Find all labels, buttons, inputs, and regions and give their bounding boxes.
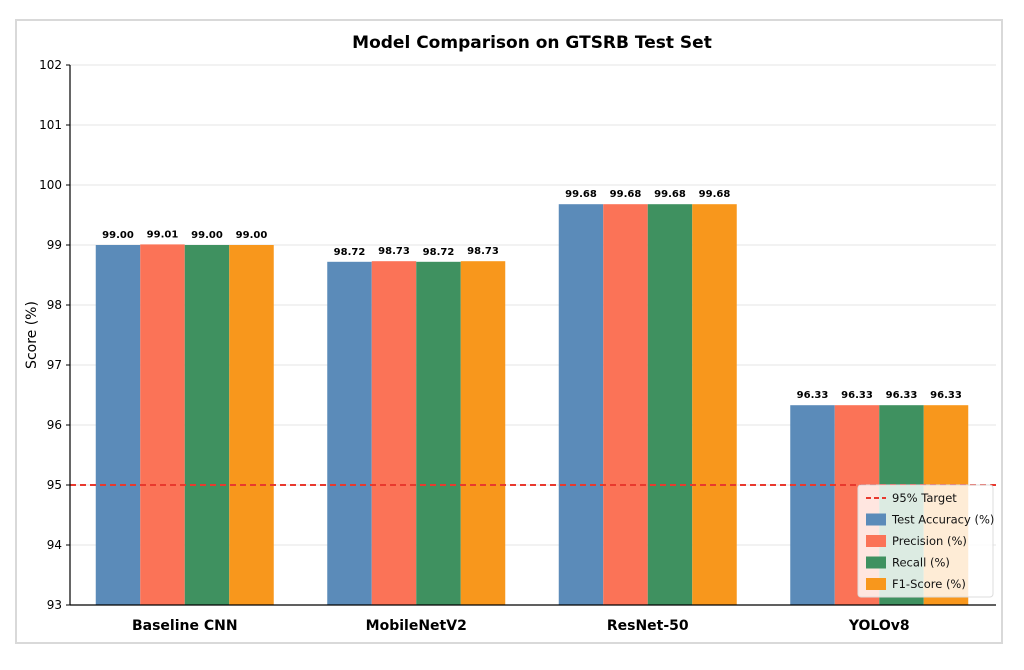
y-tick-label: 97 <box>47 358 62 372</box>
data-labels: 99.00 99.01 99.00 99.00 98.72 98.73 98.72 98.73… <box>102 189 962 401</box>
data-label: 98.72 <box>423 247 455 258</box>
bar <box>95 245 141 605</box>
bars <box>95 204 969 605</box>
y-tick-label: 94 <box>47 538 62 552</box>
data-label: 99.68 <box>699 189 731 200</box>
data-label: 98.73 <box>467 246 499 257</box>
data-label: 99.01 <box>147 229 179 240</box>
legend-label: Test Accuracy (%) <box>891 513 994 527</box>
data-label: 98.73 <box>378 246 410 257</box>
axes <box>66 64 996 606</box>
y-tick-label: 100 <box>39 178 62 192</box>
x-tick-labels: Baseline CNN MobileNetV2 ResNet-50 YOLOv8 <box>132 618 910 634</box>
chart-frame <box>15 19 1003 644</box>
y-tick-label: 102 <box>39 58 62 72</box>
data-label: 96.33 <box>797 390 829 401</box>
legend-swatch <box>866 535 886 547</box>
x-tick-label: Baseline CNN <box>132 618 238 634</box>
bar <box>558 204 604 605</box>
bar <box>184 245 230 605</box>
legend-label: Recall (%) <box>892 556 950 570</box>
bar <box>416 261 461 605</box>
y-tick-label: 95 <box>47 478 62 492</box>
y-tick-label: 96 <box>47 418 62 432</box>
chart-title: Model Comparison on GTSRB Test Set <box>352 33 712 53</box>
data-label: 96.33 <box>930 390 962 401</box>
legend-box <box>857 484 994 598</box>
bar <box>460 261 506 605</box>
y-tick-label: 98 <box>47 298 62 312</box>
legend-swatch <box>866 513 886 526</box>
data-label: 96.33 <box>841 390 873 401</box>
bar <box>692 204 737 605</box>
bar <box>647 204 693 605</box>
bar <box>371 261 417 605</box>
y-tick-label: 99 <box>47 238 62 252</box>
legend-swatch <box>866 578 886 590</box>
legend-label: Precision (%) <box>892 534 967 548</box>
data-label: 99.00 <box>191 230 223 241</box>
data-label: 99.68 <box>654 189 686 200</box>
bar <box>140 244 185 605</box>
x-tick-label: ResNet-50 <box>607 618 689 634</box>
data-label: 99.68 <box>610 189 642 200</box>
legend-label: F1-Score (%) <box>892 577 966 591</box>
bar <box>229 245 274 605</box>
x-tick-label: YOLOv8 <box>848 618 910 634</box>
x-tick-label: MobileNetV2 <box>366 618 467 634</box>
bar <box>790 405 835 605</box>
y-tick-label: 93 <box>47 598 62 612</box>
legend-swatch <box>866 556 886 569</box>
bar <box>327 261 372 605</box>
data-label: 99.68 <box>565 189 597 200</box>
data-label: 96.33 <box>886 390 918 401</box>
y-axis-label: Score (%) <box>24 301 40 369</box>
data-label: 98.72 <box>334 247 366 258</box>
data-label: 99.00 <box>102 230 134 241</box>
bar <box>603 204 648 605</box>
y-tick-labels: 93 94 95 96 97 98 99 100 101 102 <box>39 58 62 612</box>
legend: 95% Target Test Accuracy (%) Precision (%)… <box>857 484 994 598</box>
legend-label: 95% Target <box>892 491 957 505</box>
data-label: 99.00 <box>236 230 268 241</box>
y-tick-label: 101 <box>39 118 62 132</box>
